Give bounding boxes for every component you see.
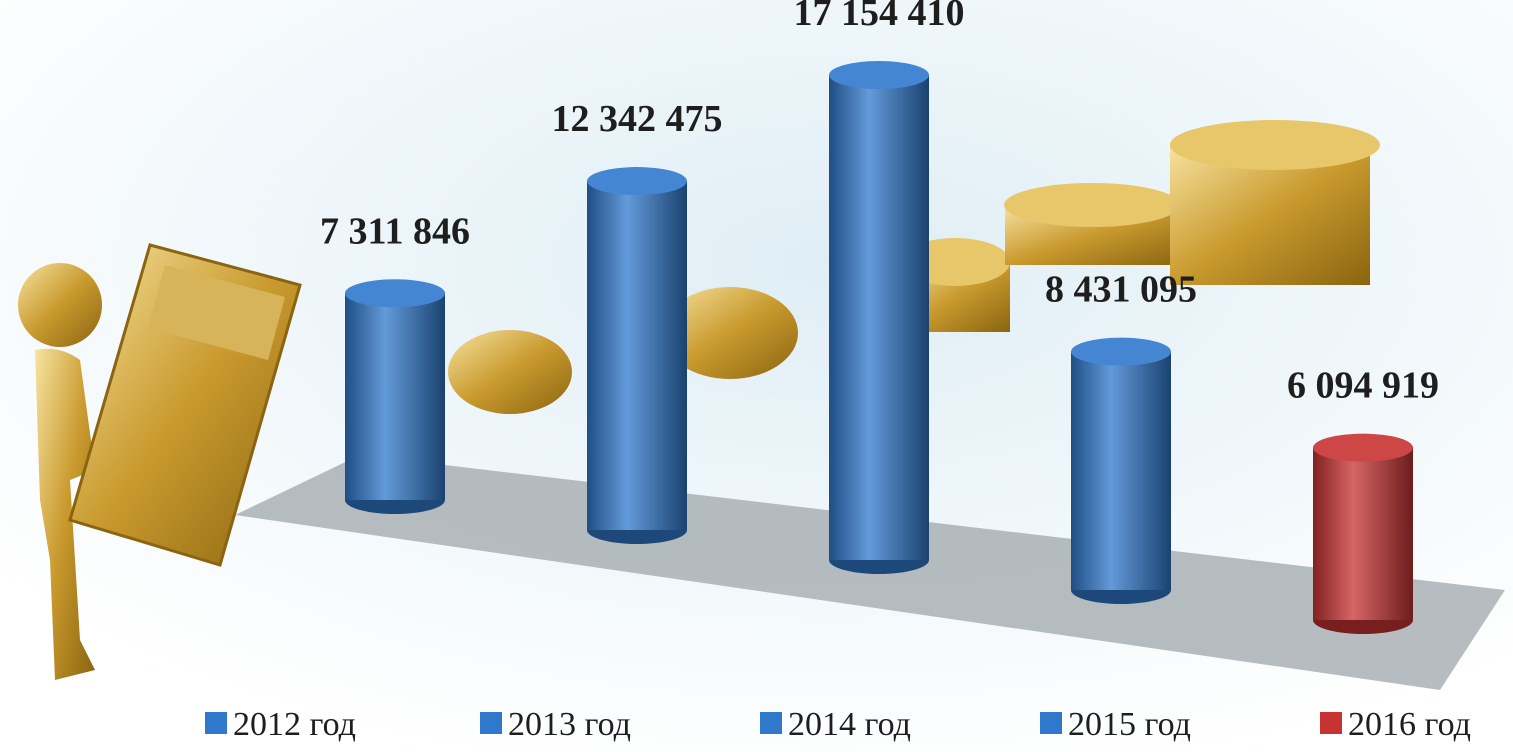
value-label: 12 342 475 [552, 98, 723, 140]
bar [1313, 447, 1413, 620]
bar-top [1071, 337, 1171, 366]
bar [829, 75, 929, 560]
bar-top [829, 61, 929, 89]
bar-top [587, 167, 687, 196]
legend-swatch [1040, 712, 1062, 734]
legend-label: 2013 год [508, 706, 631, 743]
legend-label: 2016 год [1348, 706, 1471, 743]
legend-label: 2015 год [1068, 706, 1191, 743]
legend-swatch [480, 712, 502, 734]
bar [345, 293, 445, 500]
legend-label: 2014 год [788, 706, 911, 743]
legend-swatch [760, 712, 782, 734]
value-label: 7 311 846 [320, 210, 470, 252]
bar [1071, 351, 1171, 590]
value-label: 6 094 919 [1287, 365, 1439, 407]
figure-illustration [18, 243, 302, 680]
value-label: 17 154 410 [794, 0, 965, 34]
value-label: 8 431 095 [1045, 269, 1197, 311]
coins [448, 120, 1380, 414]
legend-swatch [205, 712, 227, 734]
legend-swatch [1320, 712, 1342, 734]
bar-top [345, 279, 445, 308]
bar-top [1313, 433, 1413, 462]
bar [587, 181, 687, 531]
legend-label: 2012 год [233, 706, 356, 743]
